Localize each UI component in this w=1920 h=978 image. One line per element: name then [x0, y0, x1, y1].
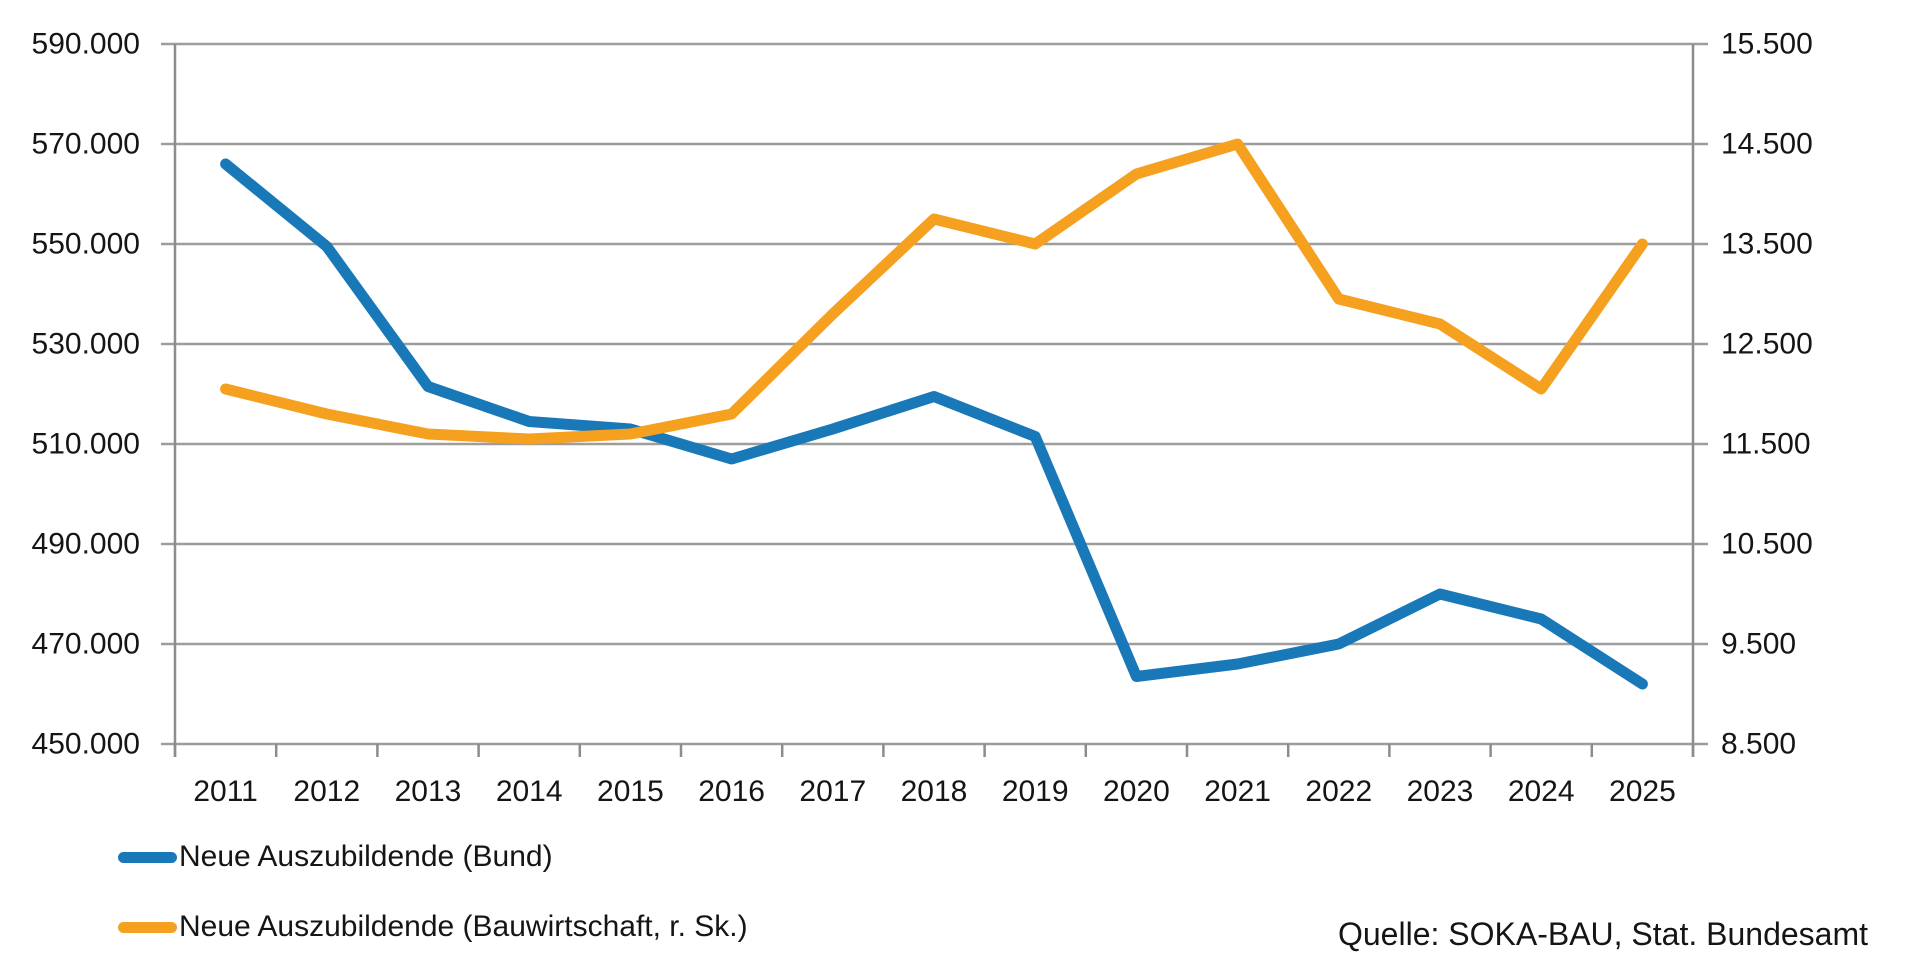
x-axis-year-label: 2014 [496, 775, 563, 808]
left-axis-tick-label: 510.000 [32, 428, 140, 461]
left-axis-tick-label: 550.000 [32, 228, 140, 261]
legend-item-bund: Neue Auszubildende (Bund) [118, 836, 748, 878]
source-note: Quelle: SOKA-BAU, Stat. Bundesamt [1337, 916, 1868, 952]
x-axis-year-label: 2015 [597, 775, 664, 808]
x-axis-year-label: 2012 [293, 775, 360, 808]
left-axis-tick-label: 530.000 [32, 328, 140, 361]
chart-legend: Neue Auszubildende (Bund) Neue Auszubild… [118, 836, 748, 976]
x-axis-year-label: 2013 [395, 775, 462, 808]
right-axis-tick-label: 15.500 [1721, 28, 1813, 61]
series-line-bauwirtschaft [220, 138, 1648, 445]
x-axis-year-label: 2024 [1508, 775, 1575, 808]
right-axis-tick-label: 11.500 [1721, 428, 1811, 461]
legend-label-bund: Neue Auszubildende (Bund) [179, 840, 553, 873]
left-axis-tick-label: 570.000 [32, 128, 140, 161]
x-axis-year-label: 2020 [1103, 775, 1170, 808]
x-axis-year-label: 2019 [1002, 775, 1069, 808]
legend-item-bauwirtschaft: Neue Auszubildende (Bauwirtschaft, r. Sk… [118, 906, 748, 948]
left-axis-tick-label: 490.000 [32, 528, 140, 561]
legend-line-swatch-blue [118, 851, 177, 863]
x-axis-year-label: 2025 [1609, 775, 1676, 808]
left-axis-tick-label: 590.000 [32, 28, 140, 61]
right-axis-tick-label: 9.500 [1721, 628, 1796, 661]
x-axis-year-label: 2018 [901, 775, 968, 808]
x-axis-year-label: 2011 [193, 775, 258, 808]
series-line-bund [220, 158, 1648, 690]
right-axis-tick-label: 10.500 [1721, 528, 1813, 561]
legend-label-bauwirtschaft: Neue Auszubildende (Bauwirtschaft, r. Sk… [179, 910, 748, 943]
x-axis-year-label: 2021 [1204, 775, 1271, 808]
right-axis-tick-label: 8.500 [1721, 728, 1796, 761]
right-axis-tick-label: 13.500 [1721, 228, 1813, 261]
left-axis-tick-label: 450.000 [32, 728, 140, 761]
left-axis-tick-label: 470.000 [32, 628, 140, 661]
right-axis-tick-label: 12.500 [1721, 328, 1813, 361]
x-axis-year-label: 2016 [698, 775, 765, 808]
x-axis-year-label: 2017 [799, 775, 866, 808]
legend-line-swatch-orange [118, 921, 177, 933]
x-axis-year-label: 2023 [1407, 775, 1474, 808]
x-axis-year-label: 2022 [1305, 775, 1372, 808]
right-axis-tick-label: 14.500 [1721, 128, 1813, 161]
